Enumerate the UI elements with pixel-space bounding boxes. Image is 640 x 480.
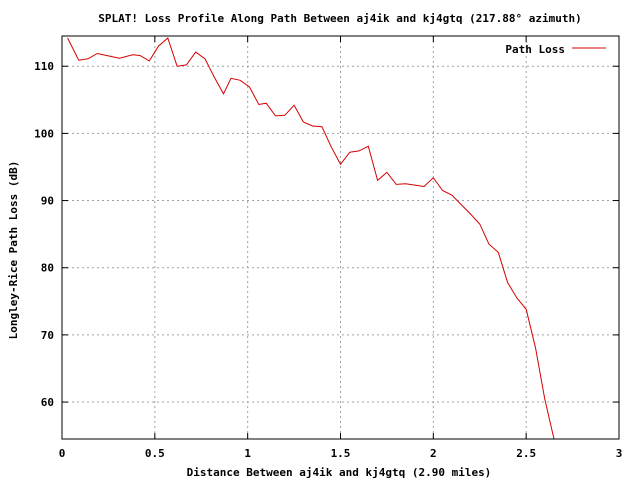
x-tick-label: 1 <box>244 447 251 460</box>
x-axis-label: Distance Between aj4ik and kj4gtq (2.90 … <box>187 466 492 479</box>
y-tick-label: 110 <box>34 60 54 73</box>
x-tick-label: 2 <box>430 447 437 460</box>
y-axis-ticks: 60 70 80 90 100 110 <box>34 60 619 409</box>
x-tick-label: 0.5 <box>145 447 165 460</box>
y-tick-label: 80 <box>41 262 54 275</box>
y-tick-label: 90 <box>41 195 54 208</box>
y-tick-label: 70 <box>41 329 54 342</box>
x-tick-label: 0 <box>59 447 66 460</box>
chart-title: SPLAT! Loss Profile Along Path Between a… <box>98 12 581 25</box>
x-tick-label: 1.5 <box>331 447 351 460</box>
x-tick-label: 3 <box>616 447 623 460</box>
legend: Path Loss <box>505 43 606 56</box>
series-layer <box>67 37 590 440</box>
x-tick-label: 2.5 <box>516 447 536 460</box>
legend-label-path-loss: Path Loss <box>505 43 565 56</box>
y-axis-label: Longley-Rice Path Loss (dB) <box>7 161 20 340</box>
grid-lines <box>62 36 619 439</box>
y-tick-label: 100 <box>34 127 54 140</box>
y-tick-label: 60 <box>41 396 54 409</box>
series-line-path-loss <box>67 37 590 440</box>
plot-frame <box>61 35 620 440</box>
